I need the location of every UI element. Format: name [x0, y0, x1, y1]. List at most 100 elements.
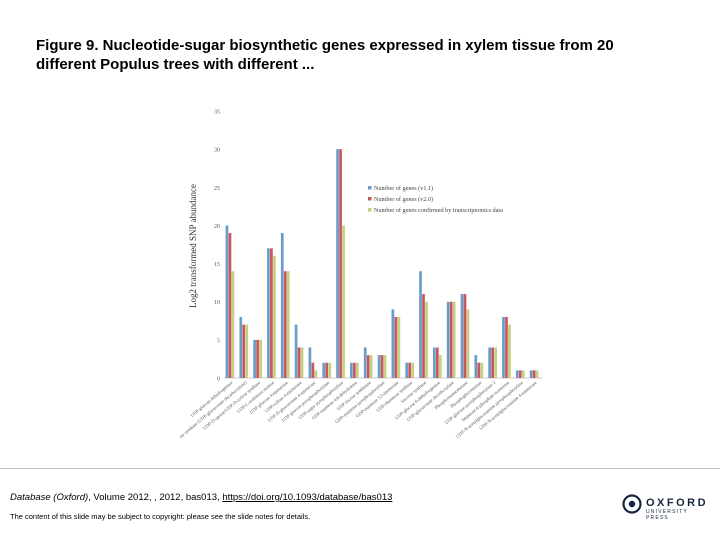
figure-caption: Nucleotide-sugar biosynthetic genes expr… [36, 37, 614, 73]
bar-v1-1 [363, 347, 367, 378]
bar-v1-1 [460, 294, 464, 378]
bar-v2-0 [435, 347, 439, 378]
bar-v2-0 [353, 362, 356, 378]
bar-v1-1 [336, 149, 339, 378]
bar-v2-0 [532, 370, 536, 378]
citation: Database (Oxford), Volume 2012, , 2012, … [10, 492, 392, 503]
bar-transcriptomics [231, 271, 235, 378]
footer-divider [0, 468, 720, 469]
bar-v2-0 [449, 301, 453, 378]
bar-transcriptomics [438, 355, 442, 378]
bar-v2-0 [339, 149, 342, 378]
bar-v2-0 [228, 233, 232, 378]
bar-transcriptomics [466, 309, 470, 378]
bar-transcriptomics [314, 370, 318, 378]
bar-v2-0 [311, 362, 315, 378]
bar-transcriptomics [411, 362, 415, 378]
bar-v2-0 [463, 294, 467, 378]
bar-v2-0 [242, 324, 246, 378]
bar-v1-1 [350, 362, 353, 378]
bars [225, 149, 539, 378]
bar-transcriptomics [383, 355, 387, 378]
legend-label: Number of genes confirmed by transcripto… [374, 207, 503, 214]
bar-v2-0 [422, 294, 425, 378]
oxford-logo: OXFORD UNIVERSITY PRESS [622, 494, 712, 521]
y-tick-label: 30 [214, 148, 220, 154]
bar-transcriptomics [397, 316, 401, 378]
bar-v1-1 [474, 355, 478, 378]
bar-v2-0 [491, 347, 494, 378]
bar-v2-0 [270, 248, 273, 378]
bar-transcriptomics [480, 362, 484, 378]
bar-v1-1 [405, 362, 409, 378]
copyright-note: The content of this slide may be subject… [10, 512, 311, 521]
bar-v1-1 [225, 225, 229, 378]
bar-transcriptomics [286, 271, 290, 378]
bar-transcriptomics [369, 355, 373, 378]
bar-transcriptomics [273, 255, 276, 378]
legend: Number of genes (v1.1) Number of genes (v… [368, 185, 503, 214]
bar-transcriptomics [452, 301, 456, 378]
bar-v1-1 [322, 362, 326, 378]
bar-v1-1 [446, 301, 450, 378]
logo-name: OXFORD [646, 497, 709, 509]
citation-details: , Volume 2012, , 2012, bas013, [88, 492, 223, 503]
bar-v1-1 [267, 248, 270, 378]
bar-v2-0 [297, 347, 301, 378]
y-axis-title-group: Log2 transformed SNP abundance [188, 184, 198, 308]
bar-v1-1 [280, 233, 284, 378]
bar-chart: Log2 transformed SNP abundance 0 5 10 15 20 2… [180, 110, 542, 454]
bar-v2-0 [256, 339, 259, 378]
logo-subtitle: UNIVERSITY PRESS [646, 509, 688, 521]
y-tick-label: 0 [217, 377, 220, 383]
bar-v2-0 [366, 355, 370, 378]
y-axis-title: Log2 transformed SNP abundance [188, 184, 198, 308]
y-tick-label: 20 [214, 224, 220, 230]
bar-v2-0 [518, 370, 522, 378]
legend-swatch [368, 208, 372, 212]
bar-v1-1 [432, 347, 436, 378]
y-axis-ticks: 0 5 10 15 20 25 30 35 [214, 110, 542, 383]
bar-v1-1 [377, 355, 381, 378]
doi-link[interactable]: https://doi.org/10.1093/database/bas013 [222, 492, 393, 503]
figure-title: Figure 9. Nucleotide-sugar biosynthetic … [36, 36, 636, 74]
bar-v2-0 [505, 316, 508, 378]
x-tick-label: UDP-D-apiose/UDP-D-xylose synthase [202, 380, 261, 431]
legend-swatch [368, 186, 372, 190]
figure-label: Figure 9. [36, 37, 99, 54]
bar-transcriptomics [300, 347, 304, 378]
bar-v1-1 [239, 316, 243, 378]
bar-transcriptomics [328, 362, 332, 378]
bar-v1-1 [391, 309, 395, 378]
bar-v2-0 [380, 355, 384, 378]
bar-v1-1 [488, 347, 491, 378]
bar-v1-1 [253, 339, 256, 378]
y-tick-label: 10 [214, 300, 220, 306]
y-tick-label: 5 [217, 338, 220, 344]
oxford-emblem-icon [622, 494, 642, 514]
bar-transcriptomics [245, 324, 249, 378]
bar-transcriptomics [508, 324, 511, 378]
bar-v1-1 [515, 370, 519, 378]
legend-label: Number of genes (v2.0) [374, 196, 433, 203]
bar-v2-0 [283, 271, 287, 378]
bar-v2-0 [477, 362, 481, 378]
bar-v2-0 [325, 362, 329, 378]
bar-v2-0 [408, 362, 412, 378]
y-tick-label: 25 [214, 186, 220, 192]
bar-transcriptomics [425, 301, 428, 378]
y-tick-label: 15 [214, 262, 220, 268]
bar-v1-1 [419, 271, 422, 378]
bar-transcriptomics [494, 347, 497, 378]
bar-v2-0 [394, 316, 398, 378]
bar-v1-1 [294, 324, 298, 378]
bar-transcriptomics [342, 225, 345, 378]
legend-label: Number of genes (v1.1) [374, 185, 433, 192]
bar-v1-1 [308, 347, 312, 378]
bar-transcriptomics [521, 370, 525, 378]
journal-name: Database (Oxford) [10, 492, 89, 503]
bar-transcriptomics [356, 362, 359, 378]
bar-v1-1 [502, 316, 505, 378]
bar-v1-1 [529, 370, 533, 378]
legend-swatch [368, 197, 372, 201]
